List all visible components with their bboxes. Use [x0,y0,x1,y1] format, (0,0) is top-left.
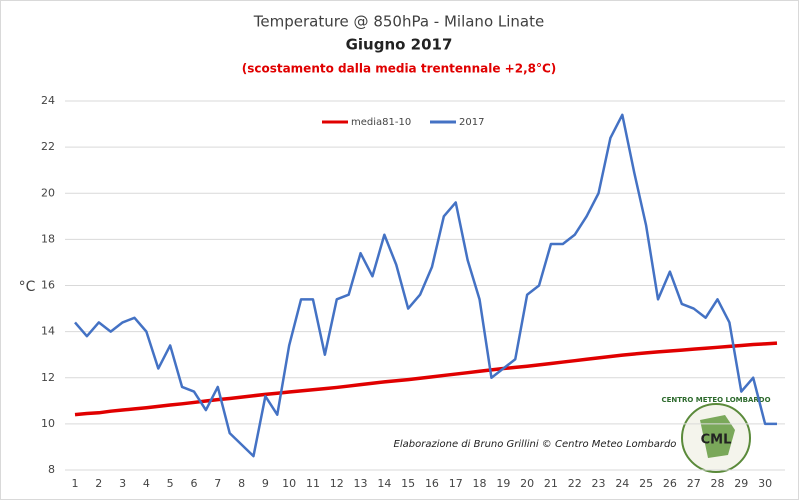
y-tick-label: 10 [41,417,55,430]
x-tick-label: 4 [143,477,150,490]
x-tick-label: 7 [214,477,221,490]
x-tick-label: 13 [354,477,368,490]
logo: CML CENTRO METEO LOMBARDO [661,396,771,473]
chart-subtitle: Giugno 2017 [346,36,453,54]
x-tick-label: 30 [758,477,772,490]
x-tick-label: 5 [167,477,174,490]
x-tick-label: 24 [615,477,629,490]
annotation: (scostamento dalla media trentennale +2,… [242,62,557,76]
x-tick-label: 1 [72,477,79,490]
x-tick-label: 29 [734,477,748,490]
logo-map [700,415,735,458]
x-tick-label: 26 [663,477,677,490]
y-tick-label: 22 [41,140,55,153]
series-line [74,341,778,417]
x-tick-label: 14 [377,477,391,490]
x-tick-label: 2 [95,477,102,490]
x-tick-label: 8 [238,477,245,490]
x-tick-label: 15 [401,477,415,490]
x-tick-label: 21 [544,477,558,490]
x-tick-label: 28 [711,477,725,490]
x-tick-label: 27 [687,477,701,490]
y-axis-label: °C [19,279,36,295]
legend-label: media81-10 [351,117,411,128]
x-tick-label: 25 [639,477,653,490]
series-line [74,113,777,458]
legend-label: 2017 [459,117,484,128]
y-tick-label: 18 [41,232,55,245]
x-tick-label: 11 [306,477,320,490]
logo-ring: CENTRO METEO LOMBARDO [661,396,770,404]
x-tick-label: 3 [119,477,126,490]
x-tick-label: 18 [473,477,487,490]
logo-text: CML [701,433,732,448]
x-tick-label: 6 [190,477,197,490]
y-tick-label: 24 [41,94,55,107]
x-tick-label: 22 [568,477,582,490]
x-tick-label: 23 [592,477,606,490]
x-tick-label: 16 [425,477,439,490]
y-tick-label: 14 [41,325,55,338]
x-tick-label: 12 [330,477,344,490]
y-tick-label: 16 [41,279,55,292]
x-tick-label: 17 [449,477,463,490]
x-tick-label: 10 [282,477,296,490]
y-tick-label: 20 [41,186,55,199]
x-tick-label: 19 [496,477,510,490]
x-tick-label: 9 [262,477,269,490]
chart-title: Temperature @ 850hPa - Milano Linate [253,13,544,31]
y-tick-label: 12 [41,371,55,384]
x-tick-label: 20 [520,477,534,490]
y-tick-label: 8 [48,463,55,476]
credit: Elaborazione di Bruno Grillini © Centro … [394,439,677,450]
